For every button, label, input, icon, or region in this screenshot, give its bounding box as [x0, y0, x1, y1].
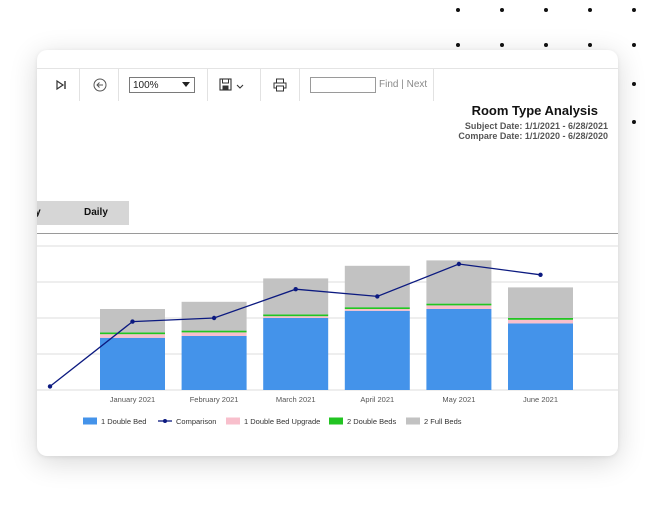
comparison-point [538, 272, 543, 277]
comparison-point [293, 287, 298, 292]
bar-segment [263, 314, 329, 317]
comparison-point [375, 294, 380, 299]
legend-label: 2 Double Beds [347, 417, 396, 426]
bar-segment [508, 323, 573, 390]
save-icon [219, 78, 244, 91]
bar-segment [426, 303, 492, 306]
bar-segment [426, 305, 492, 309]
find-link[interactable]: Find [379, 79, 399, 90]
report-viewer-card: 100% Find | Next R [37, 50, 618, 456]
legend-label: 2 Full Beds [424, 417, 462, 426]
x-tick-label: February 2021 [190, 395, 239, 404]
find-input[interactable] [310, 77, 376, 93]
bar-segment [100, 337, 165, 390]
bar-segment [263, 318, 329, 390]
legend-swatch-point [163, 419, 167, 423]
bar-segment [344, 310, 410, 390]
legend-label: 1 Double Bed [101, 417, 146, 426]
save-button[interactable] [217, 75, 249, 95]
legend-label: 1 Double Bed Upgrade [244, 417, 320, 426]
period-tabs: dy Daily [37, 201, 129, 225]
bar-segment [344, 309, 410, 311]
bar-segment [508, 319, 573, 324]
bar-segment [263, 316, 329, 318]
bar-segment [263, 278, 329, 315]
next-link[interactable]: Next [406, 79, 428, 90]
section-divider [37, 233, 618, 234]
last-page-icon [56, 79, 66, 91]
bar-segment [100, 332, 165, 335]
legend-label: Comparison [176, 417, 216, 426]
zoom-select[interactable]: 100% [129, 77, 195, 93]
legend-swatch [226, 417, 240, 425]
bar-segment [508, 287, 573, 318]
bar-segment [508, 318, 573, 320]
compare-date: Compare Date: 1/1/2020 - 6/28/2020 [458, 131, 608, 141]
find-links: Find | Next [379, 79, 427, 90]
bar-segment [181, 332, 247, 336]
comparison-point [211, 315, 217, 321]
print-button[interactable] [270, 75, 290, 95]
zoom-value: 100% [133, 79, 159, 91]
bar-segment [426, 260, 492, 304]
last-page-button[interactable] [51, 75, 71, 95]
bar-segment [181, 330, 247, 333]
report-toolbar: 100% Find | Next [37, 68, 618, 101]
x-tick-label: January 2021 [110, 395, 155, 404]
find-separator: | [401, 79, 404, 90]
decorative-dots [440, 0, 656, 140]
bar-segment [100, 334, 165, 338]
x-tick-label: May 2021 [442, 395, 475, 404]
room-type-chart: January 2021 February 2021 March 2021 April… [37, 245, 618, 426]
legend-swatch [329, 417, 343, 425]
legend-swatch [406, 417, 420, 425]
subject-date: Subject Date: 1/1/2021 - 6/28/2021 [464, 121, 608, 131]
bar-segment [181, 336, 247, 390]
report-title: Room Type Analysis [471, 103, 598, 118]
tab-weekly[interactable]: dy [37, 207, 41, 218]
tab-daily[interactable]: Daily [84, 207, 108, 218]
back-arrow-icon [93, 78, 107, 92]
chevron-down-icon [182, 82, 190, 87]
legend-swatch [83, 417, 97, 425]
bar-segment [344, 265, 410, 308]
comparison-point [130, 319, 135, 324]
bar-segment [344, 307, 410, 309]
x-tick-label: April 2021 [360, 395, 394, 404]
x-tick-label: March 2021 [276, 395, 316, 404]
printer-icon [273, 78, 287, 92]
bar-segment [426, 309, 492, 390]
x-tick-label: June 2021 [523, 395, 558, 404]
back-button[interactable] [89, 75, 111, 95]
comparison-point [47, 384, 53, 389]
comparison-point [456, 261, 462, 267]
